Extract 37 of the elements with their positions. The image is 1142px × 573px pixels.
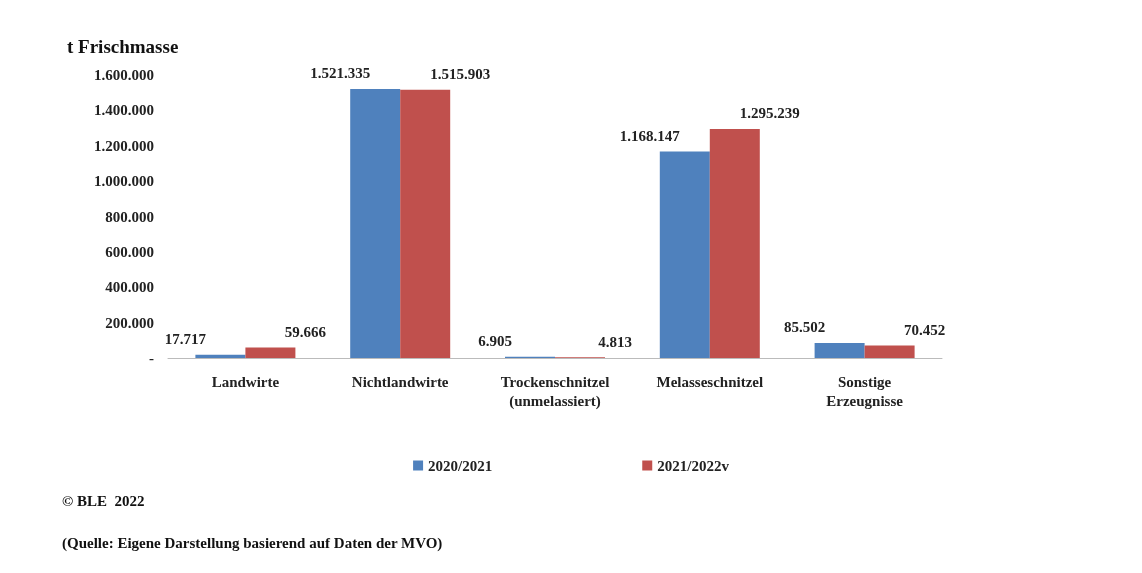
data-label: 1.168.147 (619, 127, 681, 144)
bar (195, 354, 246, 358)
y-axis-title: t Frischmasse (67, 36, 179, 57)
y-tick-label: 600.000 (105, 243, 154, 260)
bar (864, 345, 915, 358)
y-tick-label: 400.000 (105, 279, 154, 296)
bar (709, 128, 760, 358)
bar (350, 88, 401, 358)
data-label: 4.813 (598, 333, 632, 350)
legend-label: 2020/2021 (428, 457, 493, 474)
bar (245, 347, 296, 358)
data-label: 1.295.239 (739, 105, 800, 122)
text: © BLE 2022 (62, 492, 145, 509)
y-tick-label: 1.200.000 (94, 137, 154, 154)
x-tick-label: Trockenschnitzel (unmelassiert) (500, 373, 610, 410)
bar (814, 342, 865, 358)
x-tick-label: Landwirte (211, 373, 280, 390)
y-tick-label: 1.000.000 (94, 173, 154, 190)
data-label: 70.452 (903, 322, 946, 339)
y-tick-label: 1.400.000 (94, 102, 154, 119)
data-label: 6.905 (478, 333, 512, 350)
x-tick-label: Sonstige Erzeugnisse (826, 373, 904, 409)
y-tick-label: 800.000 (105, 208, 154, 225)
y-tick-label: - (149, 350, 154, 366)
text: (Quelle: Eigene Darstellung basierend auf Daten der MVO) (62, 534, 443, 552)
data-label: 17.717 (164, 331, 207, 348)
bar (400, 89, 451, 358)
data-label: 1.521.335 (310, 65, 371, 82)
y-tick-label: 200.000 (105, 314, 154, 331)
x-tick-label: Melasseschnitzel (656, 373, 764, 390)
bar (659, 151, 710, 358)
legend-label: 2021/2022v (657, 457, 730, 474)
x-tick-label: Nichtlandwirte (351, 373, 449, 390)
data-label: 85.502 (783, 319, 826, 336)
y-tick-label: 1.600.000 (94, 67, 154, 83)
data-label: 1.515.903 (430, 66, 491, 83)
data-label: 59.666 (284, 323, 327, 340)
